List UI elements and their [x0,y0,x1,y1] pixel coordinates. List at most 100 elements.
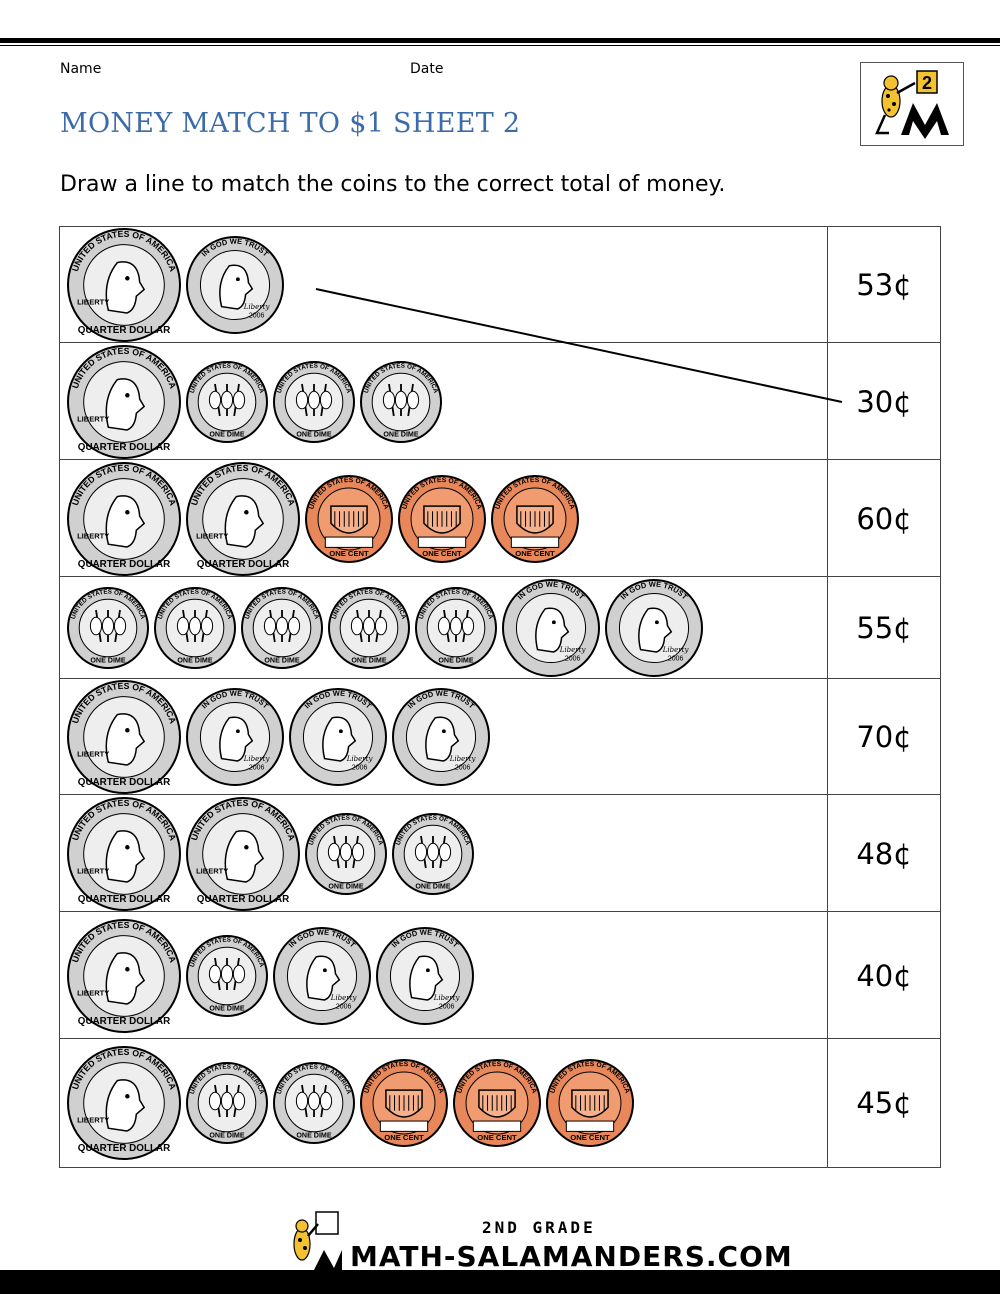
penny-coin-icon: UNITED STATES OF AMERICA ONE CENT [452,1058,542,1148]
coin-group: UNITED STATES OF AMERICA QUARTER DOLLAR LI… [66,795,478,912]
column-divider [827,460,828,577]
dime-coin-icon: UNITED STATES OF AMERICA ONE DIME [272,360,356,444]
dime-coin-icon: UNITED STATES OF AMERICA ONE DIME [414,586,498,670]
svg-text:ONE DIME: ONE DIME [209,430,244,438]
svg-text:LIBERTY: LIBERTY [77,1116,109,1125]
page-title: MONEY MATCH TO $1 SHEET 2 [60,108,521,139]
svg-text:ONE DIME: ONE DIME [296,430,331,438]
svg-text:ONE CENT: ONE CENT [422,548,462,557]
svg-text:QUARTER DOLLAR: QUARTER DOLLAR [197,894,289,905]
date-label: Date [410,61,444,77]
svg-text:QUARTER DOLLAR: QUARTER DOLLAR [78,442,170,453]
penny-coin-icon: UNITED STATES OF AMERICA ONE CENT [397,474,487,564]
nickel-coin-icon: IN GOD WE TRUST 2006 Liberty [501,578,601,678]
column-divider [827,227,828,343]
svg-text:QUARTER DOLLAR: QUARTER DOLLAR [78,559,170,570]
dime-coin-icon: UNITED STATES OF AMERICA ONE DIME [359,360,443,444]
match-row: UNITED STATES OF AMERICA QUARTER DOLLAR LI… [59,1038,941,1168]
nickel-coin-icon: IN GOD WE TRUST 2006 Liberty [185,235,285,335]
svg-text:ONE DIME: ONE DIME [415,882,450,890]
column-divider [827,1039,828,1167]
quarter-coin-icon: UNITED STATES OF AMERICA QUARTER DOLLAR LI… [66,1045,182,1161]
coin-group: UNITED STATES OF AMERICA QUARTER DOLLAR LI… [66,1039,638,1167]
amount-label[interactable]: 40¢ [856,958,912,993]
dime-coin-icon: UNITED STATES OF AMERICA ONE DIME [272,1061,356,1145]
match-grid: UNITED STATES OF AMERICA QUARTER DOLLAR LI… [59,226,941,1168]
penny-coin-icon: UNITED STATES OF AMERICA ONE CENT [359,1058,449,1148]
nickel-coin-icon: IN GOD WE TRUST 2006 Liberty [375,926,475,1026]
nickel-coin-icon: IN GOD WE TRUST 2006 Liberty [185,687,285,787]
svg-text:LIBERTY: LIBERTY [77,866,109,875]
column-divider [827,679,828,795]
svg-text:ONE DIME: ONE DIME [209,1004,244,1012]
amount-label[interactable]: 60¢ [856,501,912,536]
quarter-coin-icon: UNITED STATES OF AMERICA QUARTER DOLLAR LI… [66,679,182,795]
nickel-coin-icon: IN GOD WE TRUST 2006 Liberty [272,926,372,1026]
amount-label[interactable]: 70¢ [856,720,912,754]
svg-text:ONE CENT: ONE CENT [477,1133,517,1142]
amount-label[interactable]: 55¢ [856,611,912,645]
amount-label[interactable]: 53¢ [856,268,912,302]
quarter-coin-icon: UNITED STATES OF AMERICA QUARTER DOLLAR LI… [66,344,182,460]
svg-text:QUARTER DOLLAR: QUARTER DOLLAR [78,1143,170,1154]
match-row: UNITED STATES OF AMERICA QUARTER DOLLAR LI… [59,342,941,460]
amount-label[interactable]: 48¢ [856,836,912,871]
quarter-coin-icon: UNITED STATES OF AMERICA QUARTER DOLLAR LI… [66,796,182,912]
svg-text:LIBERTY: LIBERTY [196,866,228,875]
svg-text:LIBERTY: LIBERTY [77,988,109,997]
svg-text:Liberty: Liberty [559,646,587,654]
svg-text:2006: 2006 [439,1003,455,1010]
column-divider [827,795,828,912]
svg-text:ONE CENT: ONE CENT [570,1133,610,1142]
svg-text:Liberty: Liberty [243,755,271,763]
instructions: Draw a line to match the coins to the co… [60,172,726,197]
quarter-coin-icon: UNITED STATES OF AMERICA QUARTER DOLLAR LI… [66,461,182,577]
svg-text:QUARTER DOLLAR: QUARTER DOLLAR [78,894,170,905]
coin-group: UNITED STATES OF AMERICA QUARTER DOLLAR LI… [66,679,494,795]
svg-text:Liberty: Liberty [330,994,358,1002]
svg-text:LIBERTY: LIBERTY [77,414,109,423]
match-row: UNITED STATES OF AMERICA QUARTER DOLLAR LI… [59,911,941,1039]
dime-coin-icon: UNITED STATES OF AMERICA ONE DIME [66,586,150,670]
dime-coin-icon: UNITED STATES OF AMERICA ONE DIME [327,586,411,670]
coin-group: UNITED STATES OF AMERICA QUARTER DOLLAR LI… [66,343,446,460]
svg-text:Liberty: Liberty [449,755,477,763]
name-label: Name [60,61,102,77]
match-row: UNITED STATES OF AMERICA QUARTER DOLLAR LI… [59,678,941,795]
penny-coin-icon: UNITED STATES OF AMERICA ONE CENT [304,474,394,564]
salamander-logo-icon: 2 [860,62,964,146]
top-rule [0,38,1000,43]
dime-coin-icon: UNITED STATES OF AMERICA ONE DIME [391,812,475,896]
svg-text:2006: 2006 [668,656,684,663]
svg-text:Liberty: Liberty [662,646,690,654]
quarter-coin-icon: UNITED STATES OF AMERICA QUARTER DOLLAR LI… [185,461,301,577]
svg-text:QUARTER DOLLAR: QUARTER DOLLAR [197,559,289,570]
svg-text:ONE CENT: ONE CENT [329,548,369,557]
match-row: UNITED STATES OF AMERICA QUARTER DOLLAR LI… [59,794,941,912]
footer-bar [0,1270,1000,1294]
svg-text:QUARTER DOLLAR: QUARTER DOLLAR [78,1016,170,1027]
column-divider [827,912,828,1039]
nickel-coin-icon: IN GOD WE TRUST 2006 Liberty [288,687,388,787]
svg-text:Liberty: Liberty [346,755,374,763]
logo-badge: 2 [922,73,932,93]
coin-group: UNITED STATES OF AMERICA QUARTER DOLLAR LI… [66,460,583,577]
footer-grade: 2ND GRADE [482,1218,596,1237]
match-row: UNITED STATES OF AMERICA QUARTER DOLLAR LI… [59,459,941,577]
svg-text:ONE DIME: ONE DIME [438,656,473,664]
svg-text:2006: 2006 [336,1003,352,1010]
footer-site[interactable]: MATH-SALAMANDERS.COM [350,1240,793,1273]
match-row: UNITED STATES OF AMERICA QUARTER DOLLAR LI… [59,226,941,343]
svg-text:QUARTER DOLLAR: QUARTER DOLLAR [78,777,170,788]
penny-coin-icon: UNITED STATES OF AMERICA ONE CENT [490,474,580,564]
svg-text:LIBERTY: LIBERTY [77,298,109,307]
dime-coin-icon: UNITED STATES OF AMERICA ONE DIME [185,360,269,444]
svg-text:ONE DIME: ONE DIME [351,656,386,664]
dime-coin-icon: UNITED STATES OF AMERICA ONE DIME [185,1061,269,1145]
svg-text:ONE DIME: ONE DIME [264,656,299,664]
column-divider [827,577,828,679]
amount-label[interactable]: 45¢ [856,1086,912,1120]
quarter-coin-icon: UNITED STATES OF AMERICA QUARTER DOLLAR LI… [66,918,182,1034]
svg-text:Liberty: Liberty [433,994,461,1002]
amount-label[interactable]: 30¢ [856,384,912,419]
